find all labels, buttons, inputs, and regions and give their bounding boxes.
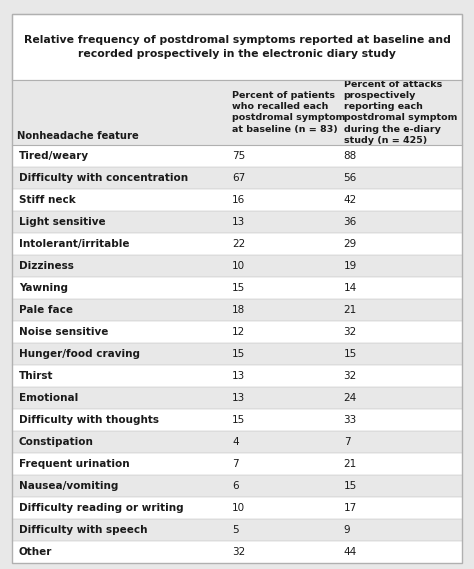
Text: 5: 5 (232, 525, 239, 535)
Text: 18: 18 (232, 305, 246, 315)
Text: Dizziness: Dizziness (19, 261, 74, 271)
Bar (12, 343, 462, 365)
Text: Percent of patients
who recalled each
postdromal symptom
at baseline (n = 83): Percent of patients who recalled each po… (232, 91, 346, 134)
Text: 16: 16 (232, 195, 246, 205)
Text: 22: 22 (232, 239, 246, 249)
Text: 36: 36 (344, 217, 357, 227)
Text: 32: 32 (344, 371, 357, 381)
Text: Thirst: Thirst (19, 371, 54, 381)
Text: Percent of attacks
prospectively
reporting each
postdromal symptom
during the e-: Percent of attacks prospectively reporti… (344, 80, 457, 145)
Text: 15: 15 (344, 481, 357, 491)
Text: Frequent urination: Frequent urination (19, 459, 129, 469)
Bar (12, 299, 462, 321)
Bar (12, 387, 462, 409)
Bar (12, 167, 462, 189)
Text: 42: 42 (344, 195, 357, 205)
Text: 13: 13 (232, 393, 246, 403)
Bar (12, 211, 462, 233)
Text: 15: 15 (232, 415, 246, 425)
Text: 6: 6 (232, 481, 239, 491)
Text: 10: 10 (232, 504, 246, 513)
Text: 7: 7 (344, 437, 350, 447)
Text: Hunger/food craving: Hunger/food craving (19, 349, 140, 359)
Text: 14: 14 (344, 283, 357, 293)
Bar (12, 145, 462, 167)
Bar (12, 475, 462, 497)
Bar (12, 409, 462, 431)
Text: Difficulty with speech: Difficulty with speech (19, 525, 147, 535)
Text: 13: 13 (232, 371, 246, 381)
Text: Constipation: Constipation (19, 437, 94, 447)
Text: 21: 21 (344, 459, 357, 469)
Bar (12, 453, 462, 475)
Text: 10: 10 (232, 261, 246, 271)
Text: Nonheadache feature: Nonheadache feature (17, 130, 138, 141)
Bar (12, 14, 462, 80)
Text: Difficulty reading or writing: Difficulty reading or writing (19, 504, 183, 513)
Text: Stiff neck: Stiff neck (19, 195, 76, 205)
Text: Yawning: Yawning (19, 283, 68, 293)
Text: 32: 32 (232, 547, 246, 557)
Bar (12, 365, 462, 387)
Text: 19: 19 (344, 261, 357, 271)
Text: 7: 7 (232, 459, 239, 469)
Text: Tired/weary: Tired/weary (19, 151, 89, 161)
Bar (12, 189, 462, 211)
Text: 17: 17 (344, 504, 357, 513)
Text: Difficulty with thoughts: Difficulty with thoughts (19, 415, 159, 425)
Bar (12, 431, 462, 453)
Bar (12, 519, 462, 541)
Text: 56: 56 (344, 173, 357, 183)
Text: 88: 88 (344, 151, 357, 161)
Text: Other: Other (19, 547, 52, 557)
Text: Noise sensitive: Noise sensitive (19, 327, 109, 337)
Text: 67: 67 (232, 173, 246, 183)
Text: 75: 75 (232, 151, 246, 161)
Text: Nausea/vomiting: Nausea/vomiting (19, 481, 118, 491)
Text: Pale face: Pale face (19, 305, 73, 315)
Text: 44: 44 (344, 547, 357, 557)
Text: Emotional: Emotional (19, 393, 78, 403)
Text: Difficulty with concentration: Difficulty with concentration (19, 173, 188, 183)
Text: 13: 13 (232, 217, 246, 227)
Text: Intolerant/irritable: Intolerant/irritable (19, 239, 129, 249)
Bar (12, 277, 462, 299)
Bar (12, 497, 462, 519)
Bar (12, 80, 462, 145)
Text: 33: 33 (344, 415, 357, 425)
Text: 12: 12 (232, 327, 246, 337)
Text: 15: 15 (344, 349, 357, 359)
Bar (12, 321, 462, 343)
Text: Relative frequency of postdromal symptoms reported at baseline and
recorded pros: Relative frequency of postdromal symptom… (24, 35, 450, 59)
Text: 15: 15 (232, 349, 246, 359)
Text: 4: 4 (232, 437, 239, 447)
Text: 15: 15 (232, 283, 246, 293)
Text: 9: 9 (344, 525, 350, 535)
Text: 21: 21 (344, 305, 357, 315)
Text: 29: 29 (344, 239, 357, 249)
Text: Light sensitive: Light sensitive (19, 217, 106, 227)
Bar (12, 255, 462, 277)
Bar (12, 233, 462, 255)
Text: 24: 24 (344, 393, 357, 403)
Bar (12, 541, 462, 563)
Text: 32: 32 (344, 327, 357, 337)
